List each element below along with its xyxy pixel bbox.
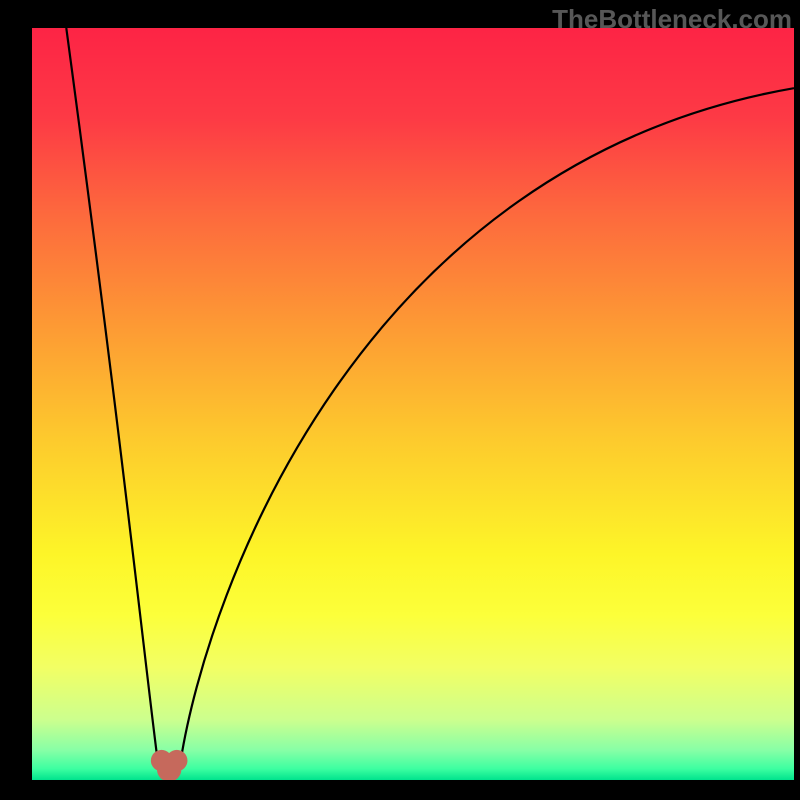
watermark-text: TheBottleneck.com: [552, 0, 800, 37]
chart-container: TheBottleneck.com: [0, 0, 800, 800]
plot-area: [32, 28, 794, 780]
plot-svg: [32, 28, 794, 780]
